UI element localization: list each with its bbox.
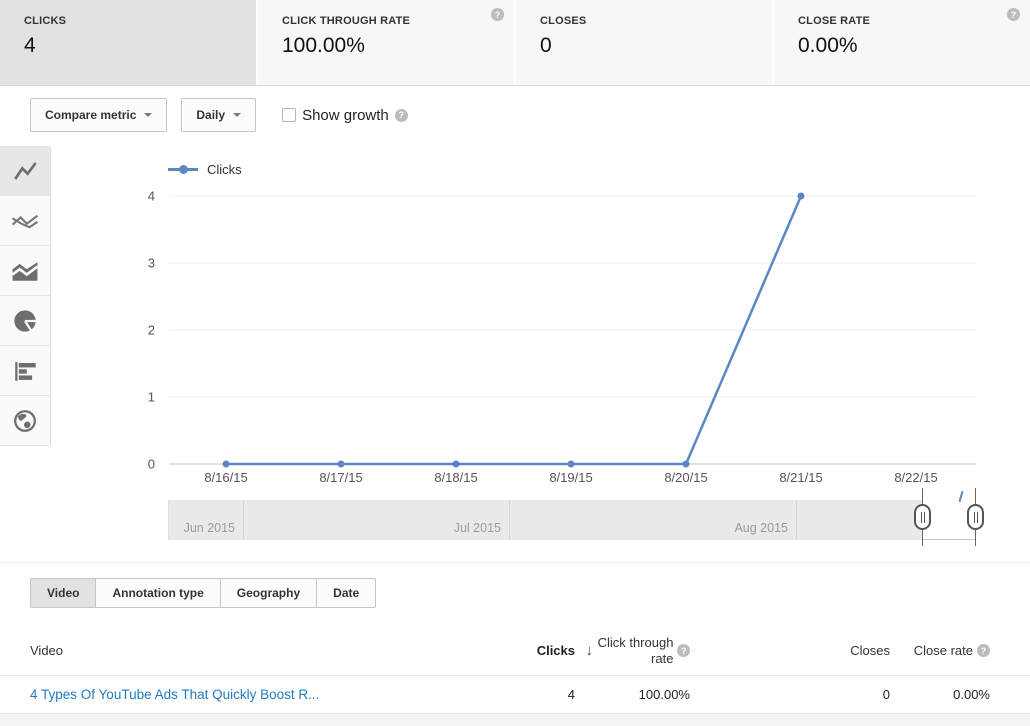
- metric-value: 100.00%: [282, 34, 365, 57]
- metric-cards-row: CLICKS 4 CLICK THROUGH RATE 100.00% ? CL…: [0, 0, 1030, 86]
- month-label-aug: Aug 2015: [734, 521, 788, 535]
- interval-label: Daily: [196, 108, 226, 122]
- pie-chart-icon: [14, 309, 37, 332]
- chevron-down-icon: [233, 113, 242, 117]
- svg-text:8/18/15: 8/18/15: [434, 470, 477, 485]
- compare-metric-dropdown[interactable]: Compare metric: [30, 98, 168, 132]
- handle-grip-icon: [967, 504, 984, 530]
- metric-card-close-rate[interactable]: CLOSE RATE 0.00% ?: [774, 0, 1030, 85]
- chevron-down-icon: [144, 113, 153, 117]
- video-title-link[interactable]: 4 Types Of YouTube Ads That Quickly Boos…: [30, 687, 320, 702]
- svg-text:8/17/15: 8/17/15: [319, 470, 362, 485]
- svg-text:8/16/15: 8/16/15: [204, 470, 247, 485]
- metric-card-clicks[interactable]: CLICKS 4: [0, 0, 256, 85]
- metric-card-closes[interactable]: CLOSES 0: [516, 0, 772, 85]
- chart-type-sidebar: [0, 146, 51, 446]
- cell-ctr: 100.00%: [638, 687, 690, 702]
- legend-line-marker-icon: [168, 165, 198, 174]
- chart-area: Clicks 4 3 2 1 0 8/16/15 8/17/15 8/18/15 8/19/15…: [51, 146, 1030, 562]
- bar-chart-icon: [15, 361, 36, 381]
- table-header-row: Video Clicks ↓ Click through rate ? Clos…: [0, 626, 1030, 676]
- chart-type-stacked-area[interactable]: [0, 246, 51, 296]
- column-header-close-rate[interactable]: Close rate ?: [890, 643, 990, 658]
- controls-row: Compare metric Daily Show growth ?: [30, 98, 1030, 132]
- tab-annotation-type[interactable]: Annotation type: [95, 578, 221, 608]
- svg-text:4: 4: [148, 189, 155, 204]
- chart-type-map[interactable]: [0, 396, 51, 446]
- chart-legend: Clicks: [168, 162, 242, 177]
- metric-label: CLICKS: [24, 15, 67, 27]
- cell-close-rate: 0.00%: [953, 687, 990, 702]
- cell-clicks: 4: [567, 687, 575, 702]
- svg-text:8/21/15: 8/21/15: [779, 470, 822, 485]
- month-label-jun: Jun 2015: [183, 521, 235, 535]
- metric-card-click-through-rate[interactable]: CLICK THROUGH RATE 100.00% ?: [258, 0, 514, 85]
- svg-text:1: 1: [148, 390, 155, 405]
- handle-grip-icon: [914, 504, 931, 530]
- dimension-tabs: Video Annotation type Geography Date: [30, 578, 1030, 608]
- results-table: Video Clicks ↓ Click through rate ? Clos…: [0, 626, 1030, 726]
- svg-text:3: 3: [148, 256, 155, 271]
- legend-label: Clicks: [207, 162, 242, 177]
- column-header-closes[interactable]: Closes: [850, 643, 890, 658]
- help-icon[interactable]: ?: [491, 8, 504, 21]
- stacked-area-chart-icon: [11, 261, 39, 281]
- cell-closes: 0: [882, 687, 890, 702]
- line-chart-icon: [14, 162, 37, 180]
- globe-icon: [14, 409, 36, 432]
- timeline-handle-right[interactable]: [967, 488, 984, 546]
- help-icon[interactable]: ?: [977, 644, 990, 657]
- metric-label: CLOSES: [540, 15, 587, 27]
- timeline-band[interactable]: Jun 2015 Jul 2015 Aug 2015: [168, 500, 922, 540]
- interval-dropdown[interactable]: Daily: [181, 98, 257, 132]
- chart-type-line[interactable]: [0, 146, 51, 196]
- month-divider: [243, 500, 244, 540]
- metric-label: CLICK THROUGH RATE: [282, 15, 411, 27]
- column-header-ctr[interactable]: Click through rate ?: [575, 635, 690, 666]
- clicks-chart: 4 3 2 1 0 8/16/15 8/17/15 8/18/15 8/19/15 8/20/15…: [148, 189, 976, 485]
- table-footer: [0, 714, 1030, 726]
- sort-descending-icon: ↓: [585, 642, 594, 659]
- chart-type-multi-line[interactable]: [0, 196, 51, 246]
- month-divider: [796, 500, 797, 540]
- tab-date[interactable]: Date: [316, 578, 377, 608]
- metric-value: 0: [540, 34, 552, 57]
- column-header-clicks[interactable]: Clicks ↓: [536, 642, 593, 659]
- tab-video[interactable]: Video: [30, 578, 97, 608]
- month-divider: [509, 500, 510, 540]
- svg-text:8/19/15: 8/19/15: [549, 470, 592, 485]
- timeline-scrubber: Jun 2015 Jul 2015 Aug 2015: [168, 488, 1030, 554]
- month-label-jul: Jul 2015: [453, 521, 501, 535]
- show-growth-label: Show growth: [302, 106, 389, 124]
- chart-type-pie[interactable]: [0, 296, 51, 346]
- chart-type-bar[interactable]: [0, 346, 51, 396]
- show-growth-checkbox[interactable]: [282, 108, 297, 122]
- table-row: 4 Types Of YouTube Ads That Quickly Boos…: [0, 676, 1030, 714]
- metric-value: 4: [24, 34, 36, 57]
- metric-value: 0.00%: [798, 34, 858, 57]
- column-header-video[interactable]: Video: [30, 643, 64, 658]
- help-icon[interactable]: ?: [394, 108, 408, 122]
- chart-panel: Clicks 4 3 2 1 0 8/16/15 8/17/15 8/18/15 8/19/15…: [0, 146, 1030, 563]
- svg-text:0: 0: [148, 457, 155, 472]
- svg-text:8/20/15: 8/20/15: [664, 470, 707, 485]
- metric-label: CLOSE RATE: [798, 15, 871, 27]
- help-icon[interactable]: ?: [1007, 8, 1020, 21]
- svg-text:8/22/15: 8/22/15: [894, 470, 937, 485]
- timeline-handle-left[interactable]: [914, 488, 931, 546]
- compare-metric-label: Compare metric: [45, 108, 137, 122]
- multi-line-chart-icon: [11, 214, 39, 228]
- tab-geography[interactable]: Geography: [219, 578, 318, 608]
- svg-text:2: 2: [148, 323, 155, 338]
- help-icon[interactable]: ?: [677, 644, 690, 657]
